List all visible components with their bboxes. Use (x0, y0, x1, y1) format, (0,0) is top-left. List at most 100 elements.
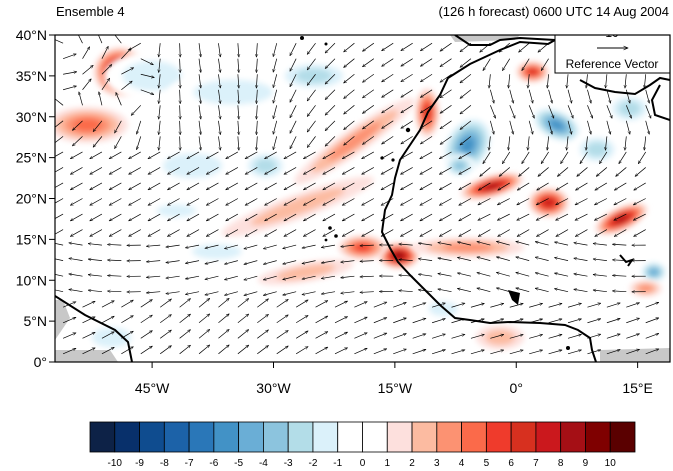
anomaly-contour (327, 122, 382, 161)
right-title: (126 h forecast) 0600 UTC 14 Aug 2004 (438, 4, 669, 19)
wind-vector (283, 260, 297, 264)
wind-vector (626, 349, 639, 355)
wind-vector (498, 182, 510, 191)
anomaly-contour (528, 69, 537, 75)
anomaly-contour (649, 268, 658, 276)
wind-vector (360, 245, 374, 246)
wind-vector (185, 244, 200, 248)
wind-vector (276, 330, 289, 339)
wind-vector (535, 257, 549, 261)
wind-vector (121, 315, 133, 324)
wind-vector (82, 79, 92, 90)
wind-vector (342, 151, 355, 160)
wind-vector (93, 136, 103, 147)
wind-vector (256, 105, 257, 119)
wind-vector (457, 242, 472, 246)
wind-vector (140, 299, 153, 308)
wind-vector (276, 346, 289, 355)
wind-vector (567, 350, 581, 355)
wind-vector (273, 89, 278, 104)
colorbar-swatch (238, 421, 264, 453)
wind-vector (594, 213, 608, 221)
colorbar-swatch (560, 421, 586, 453)
wind-vector (575, 182, 588, 191)
anomaly-blob (55, 106, 128, 143)
wind-vector (490, 335, 503, 339)
wind-vector (265, 198, 277, 206)
wind-vector (625, 136, 626, 150)
wind-vector (587, 89, 591, 104)
wind-vector (438, 274, 452, 277)
anomaly-contour (544, 199, 553, 206)
wind-vector (460, 73, 472, 83)
wind-vector (499, 167, 511, 176)
wind-vector (548, 89, 553, 104)
colorbar-swatch (609, 421, 636, 453)
wind-vector (626, 318, 639, 324)
wind-vector (645, 105, 651, 118)
lat-tick-label: 20°N (16, 191, 47, 207)
wind-vector (114, 136, 122, 148)
wind-vector (180, 74, 181, 88)
wind-vector (180, 58, 181, 73)
wind-vector (362, 120, 375, 129)
wind-vector (431, 334, 445, 339)
wind-vector (238, 58, 239, 73)
wind-vector (548, 303, 562, 308)
wind-vector (586, 136, 587, 150)
wind-vector (198, 105, 201, 119)
wind-vector (373, 302, 387, 308)
anomaly-contour (73, 118, 102, 132)
wind-vector (245, 198, 258, 206)
anomaly-contour (156, 204, 197, 218)
lat-tick-label: 10°N (16, 272, 47, 288)
wind-vector (101, 331, 114, 339)
wind-vector (88, 259, 102, 261)
wind-vector (244, 244, 258, 249)
wind-vector (496, 257, 510, 261)
wind-vector (528, 105, 534, 118)
wind-vector (265, 151, 277, 160)
wind-vector (420, 73, 433, 82)
wind-vector (148, 213, 161, 222)
wind-vector (82, 347, 96, 355)
wind-vector (334, 300, 348, 308)
anomaly-contour (91, 327, 132, 348)
colorbar-swatch (436, 421, 462, 453)
wind-vector (167, 167, 180, 175)
colorbar-tick-label: -10 (108, 458, 123, 469)
wind-vector (167, 182, 180, 191)
wind-vector (159, 89, 161, 104)
wind-vector (362, 73, 375, 82)
wind-vector (529, 335, 542, 339)
wind-vector (323, 182, 336, 191)
wind-vector (439, 229, 452, 237)
wind-vector (626, 334, 639, 339)
wind-vector (70, 229, 83, 237)
wind-vector (62, 86, 76, 91)
wind-vector (509, 303, 523, 308)
wind-vector (159, 120, 161, 135)
wind-vector (567, 105, 573, 118)
wind-vector (439, 213, 452, 222)
wind-vector (440, 105, 452, 113)
wind-vector (99, 92, 103, 106)
wind-vector (457, 288, 472, 293)
wind-vector (341, 260, 355, 263)
anomaly-blob (221, 176, 374, 237)
anomaly-blob (144, 145, 242, 187)
wind-vector (79, 92, 83, 106)
wind-vector (159, 346, 171, 355)
wind-vector (289, 120, 297, 134)
wind-vector (289, 89, 297, 103)
wind-vector (218, 89, 220, 104)
islands (300, 36, 570, 350)
wind-vector (166, 244, 180, 247)
island-cape-verde-3 (324, 238, 328, 242)
wind-vector (451, 350, 465, 355)
wind-vector (401, 73, 413, 82)
wind-vector (205, 275, 219, 279)
anomaly-blob (258, 259, 354, 285)
wind-vector (489, 74, 490, 88)
